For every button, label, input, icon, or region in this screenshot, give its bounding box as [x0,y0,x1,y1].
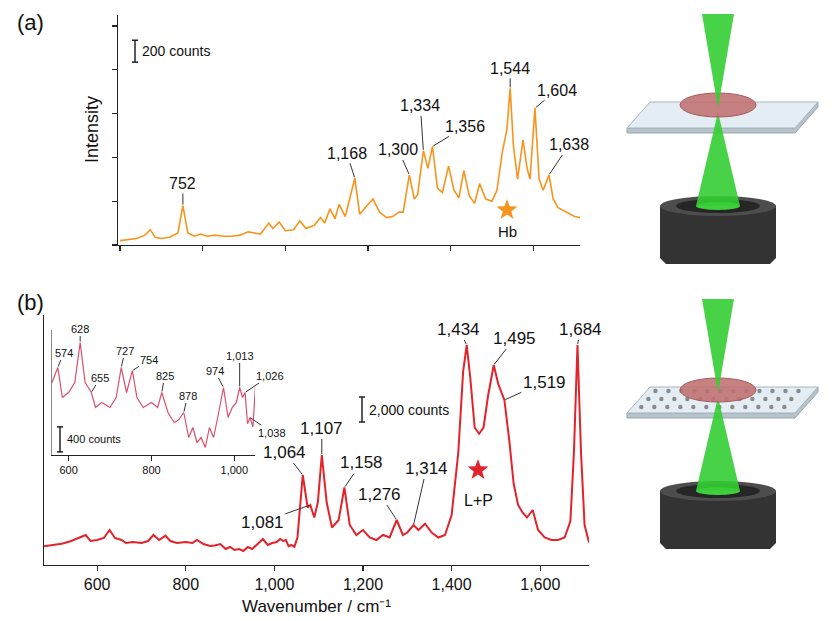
svg-text:600: 600 [59,464,77,476]
svg-text:1,356: 1,356 [445,118,485,135]
svg-text:1,200: 1,200 [343,576,383,593]
svg-text:1,604: 1,604 [537,82,577,99]
svg-text:Hb: Hb [498,223,517,240]
svg-text:1,038: 1,038 [258,427,286,439]
svg-text:574: 574 [55,347,73,359]
svg-text:628: 628 [71,323,89,335]
svg-text:974: 974 [206,365,224,377]
svg-text:1,544: 1,544 [490,60,530,77]
svg-text:Intensity: Intensity [82,96,102,163]
svg-text:1,107: 1,107 [300,419,343,438]
svg-text:1,684: 1,684 [559,320,602,339]
svg-text:1,314: 1,314 [405,459,448,478]
svg-text:1,495: 1,495 [493,329,536,348]
svg-text:800: 800 [142,464,160,476]
svg-text:1,013: 1,013 [226,350,254,362]
svg-text:1,000: 1,000 [254,576,294,593]
svg-text:1,276: 1,276 [358,485,401,504]
svg-text:(b): (b) [17,290,44,315]
svg-text:1,400: 1,400 [432,576,472,593]
svg-text:1,434: 1,434 [437,320,480,339]
svg-text:1,081: 1,081 [241,513,284,532]
svg-text:1,026: 1,026 [256,370,284,382]
svg-text:(a): (a) [17,10,44,35]
svg-text:400 counts: 400 counts [67,433,121,445]
svg-text:878: 878 [179,390,197,402]
svg-text:655: 655 [91,372,109,384]
svg-text:752: 752 [169,175,196,192]
svg-text:2,000 counts: 2,000 counts [369,402,449,418]
svg-text:727: 727 [116,345,134,357]
svg-text:1,168: 1,168 [327,145,367,162]
svg-text:L+P: L+P [464,492,493,509]
svg-text:1,000: 1,000 [221,464,249,476]
svg-text:825: 825 [156,370,174,382]
svg-text:200 counts: 200 counts [142,43,211,59]
svg-text:Wavenumber / cm⁻¹: Wavenumber / cm⁻¹ [242,597,391,616]
svg-text:1,064: 1,064 [263,443,306,462]
svg-text:1,519: 1,519 [523,373,566,392]
svg-text:1,638: 1,638 [549,136,589,153]
svg-text:1,300: 1,300 [378,141,418,158]
svg-text:754: 754 [140,354,158,366]
svg-text:600: 600 [84,576,111,593]
svg-text:1,334: 1,334 [400,97,440,114]
svg-text:800: 800 [172,576,199,593]
svg-text:1,158: 1,158 [340,453,383,472]
svg-text:1,600: 1,600 [520,576,560,593]
